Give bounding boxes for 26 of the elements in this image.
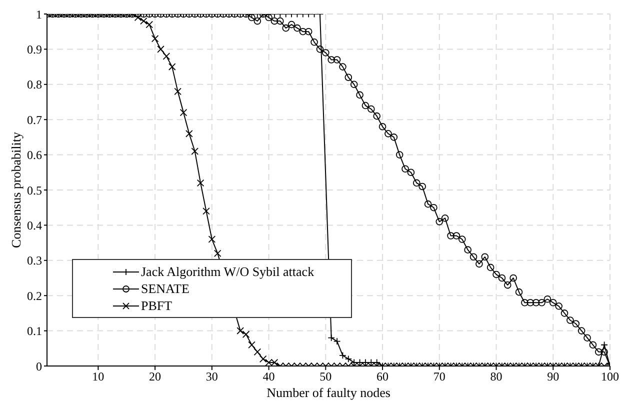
y-tick-label: 0.8 [27,78,42,92]
y-tick-label: 0.5 [27,183,42,198]
x-tick-label: 80 [490,370,502,384]
x-axis-title: Number of faulty nodes [266,385,390,400]
x-tick-label: 40 [262,370,275,384]
y-tick-label: 0.3 [27,254,42,268]
y-tick-label: 0.6 [27,148,42,162]
y-tick-label: 0 [36,359,42,374]
legend-label: PBFT [141,298,172,314]
x-tick-label: 60 [376,370,389,384]
y-tick-label: 0.1 [27,324,42,338]
x-tick-label: 20 [149,370,162,384]
x-tick-label: 30 [206,370,218,384]
y-tick-label: 0.4 [27,218,42,232]
legend-label: Jack Algorithm W/O Sybil attack [141,264,314,280]
x-tick-label: 100 [601,370,619,384]
x-tick-label: 10 [92,370,104,384]
x-tick-label: 90 [547,370,560,384]
y-axis-title: Consensus probability [8,132,24,248]
y-tick-label: 0.2 [27,288,42,303]
y-tick-label: 1 [36,7,42,22]
y-tick-label: 0.9 [27,42,42,56]
x-tick-label: 50 [320,370,332,384]
x-tick-label: 70 [433,370,446,384]
legend-label: SENATE [141,280,190,296]
y-tick-label: 0.7 [27,112,42,127]
